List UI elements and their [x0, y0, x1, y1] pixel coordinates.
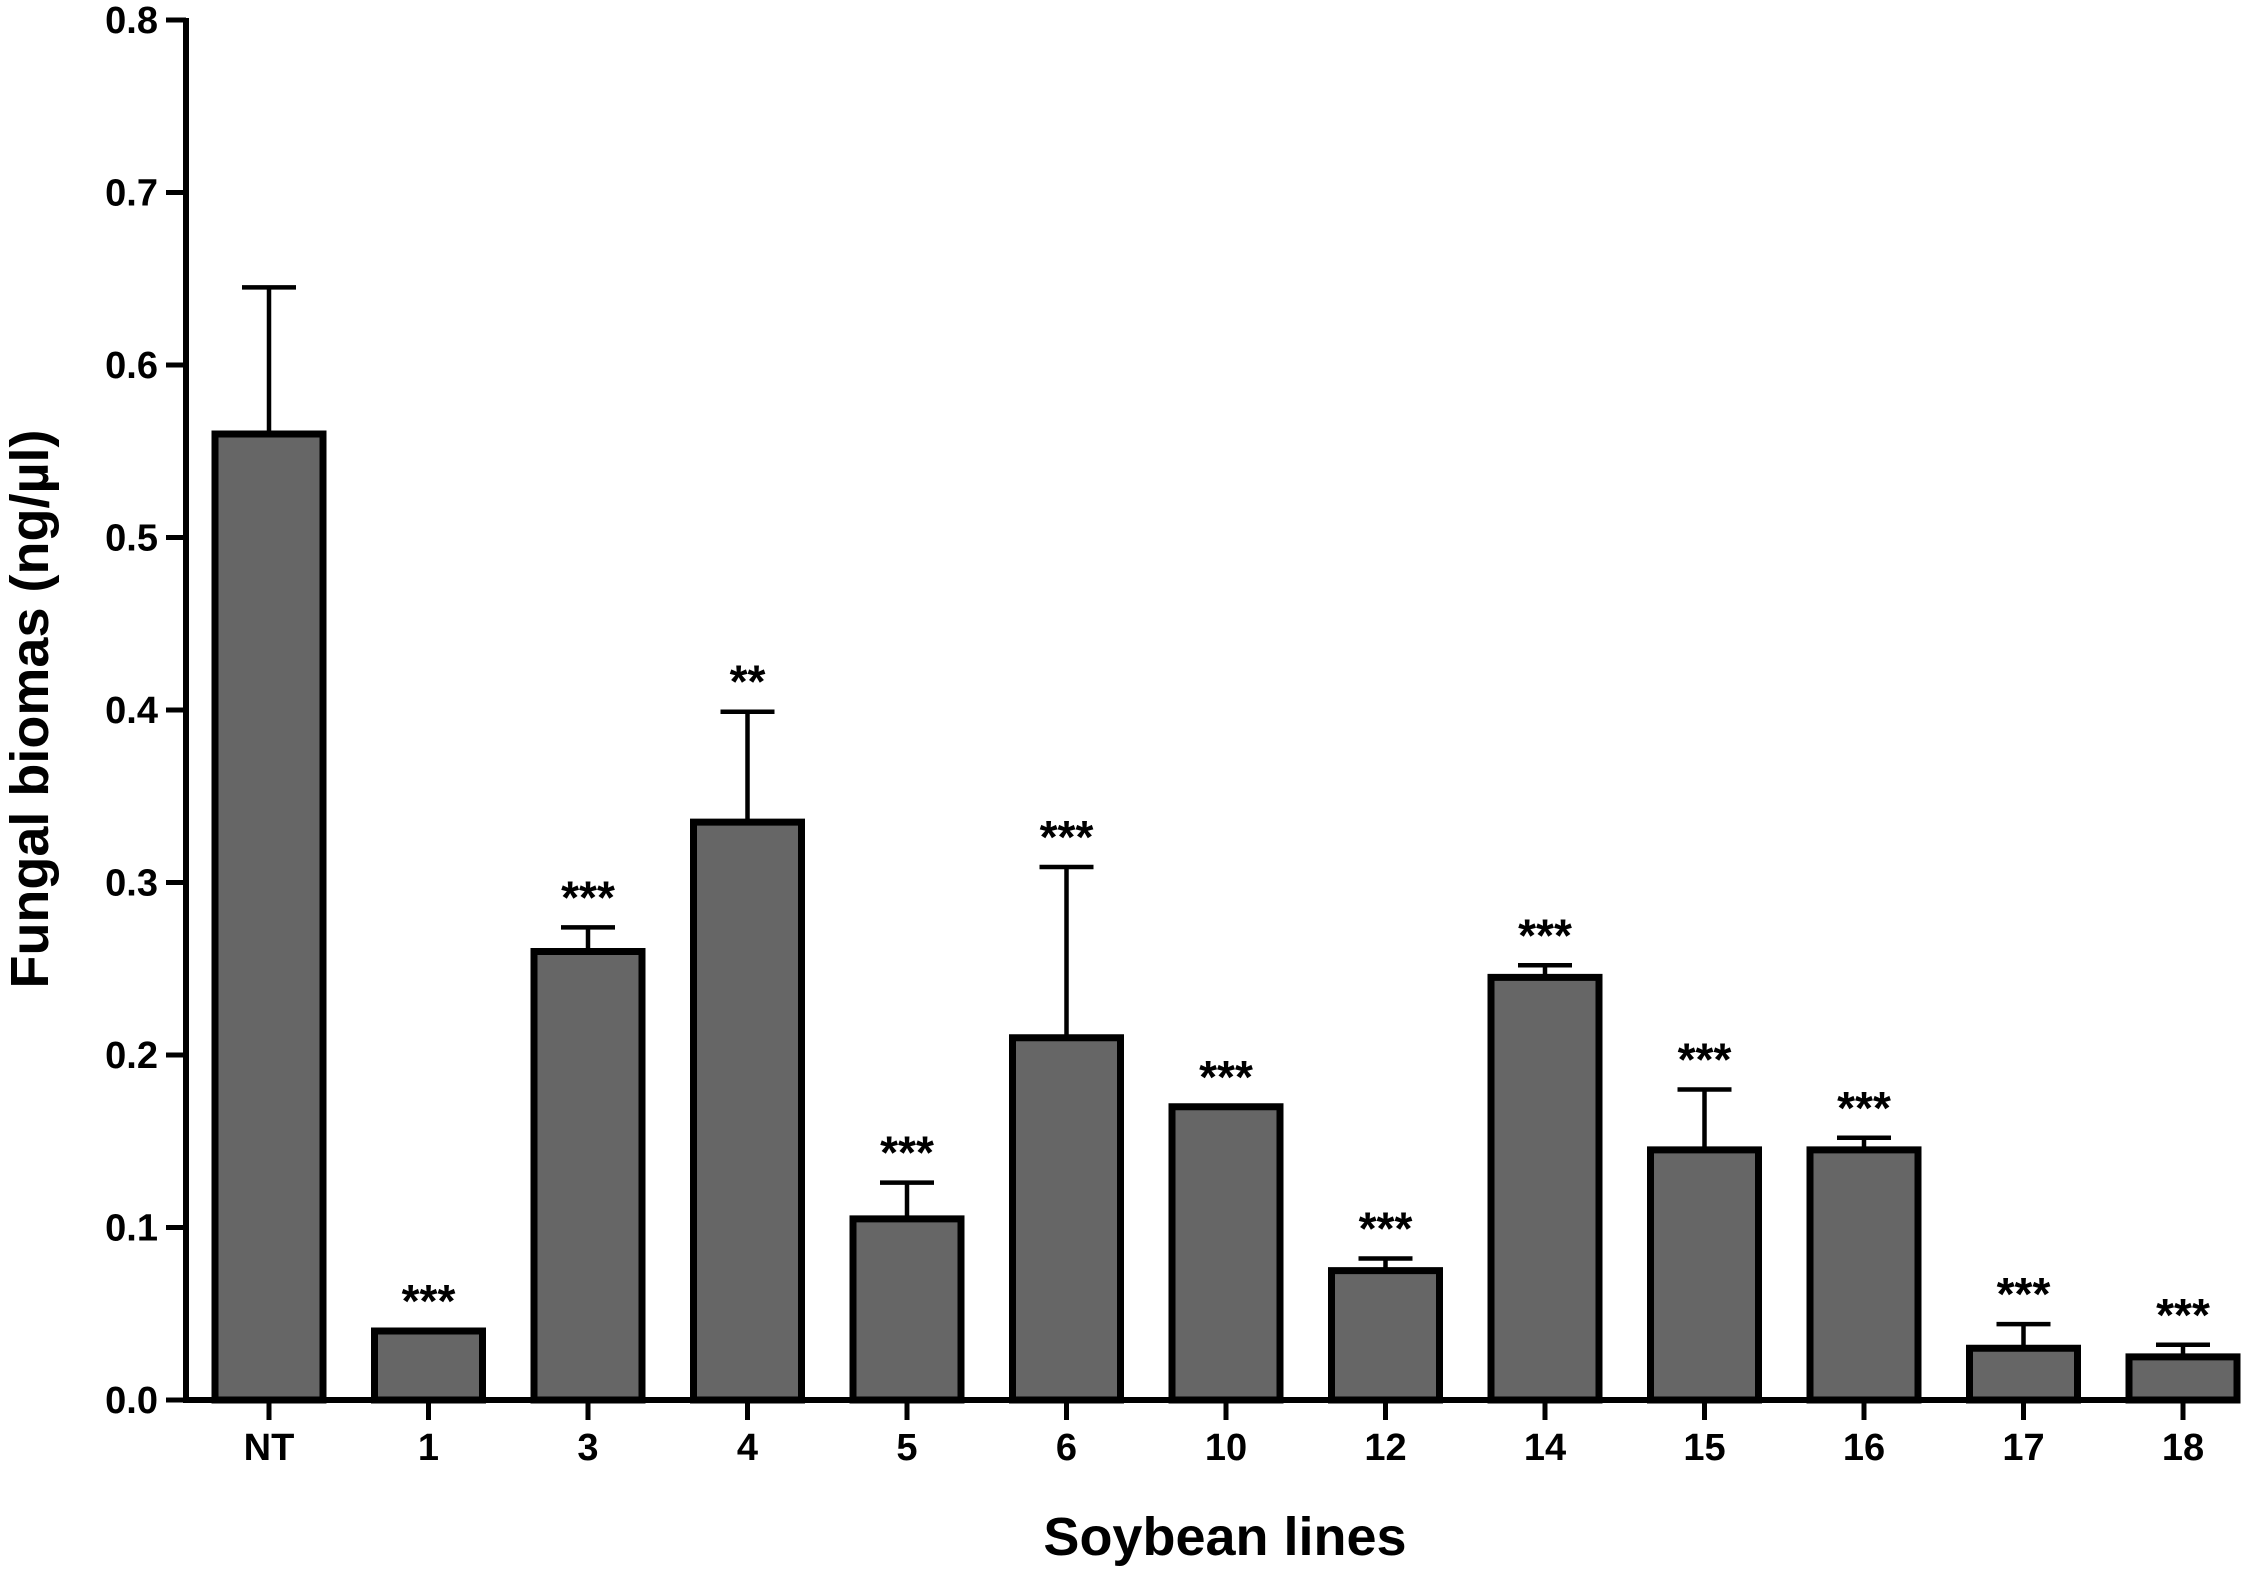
x-tick-label: 15: [1683, 1427, 1725, 1469]
significance-label: ***: [1040, 811, 1094, 863]
bar: [1009, 1034, 1124, 1404]
x-tick-label: NT: [244, 1427, 295, 1469]
y-axis-title: Fungal biomas (ng/µl): [0, 429, 60, 988]
bar: [1966, 1344, 2081, 1404]
x-tick-label: 16: [1843, 1427, 1885, 1469]
y-axis: 0.0 0.1 0.2 0.3 0.4 0.5 0.6 0.7 0.8: [105, 0, 189, 1422]
y-tick-label: 0.5: [105, 518, 158, 560]
significance-label: ***: [402, 1275, 456, 1327]
bar-group-6: ***: [1009, 811, 1124, 1404]
bar: [1806, 1146, 1922, 1404]
y-tick-label: 0.3: [105, 863, 158, 905]
bar: [211, 430, 327, 1404]
x-axis-title: Soybean lines: [1043, 1507, 1406, 1567]
bar: [1487, 973, 1603, 1404]
bar-group-16: ***: [1806, 1082, 1922, 1404]
y-tick-label: 0.8: [105, 0, 158, 42]
significance-label: ***: [1997, 1268, 2051, 1320]
bar-group-1: ***: [371, 1275, 486, 1404]
y-tick-label: 0.2: [105, 1035, 158, 1077]
bar-group-NT: [211, 285, 327, 1404]
x-tick-label: 17: [2002, 1427, 2044, 1469]
bar: [849, 1215, 965, 1404]
x-tick-label: 1: [418, 1427, 439, 1469]
bar: [1168, 1103, 1284, 1404]
bar: [1328, 1267, 1443, 1404]
bar: [1647, 1146, 1762, 1404]
x-tick-label: 10: [1205, 1427, 1247, 1469]
y-tick-label: 0.0: [105, 1380, 158, 1422]
significance-label: ***: [1837, 1082, 1891, 1134]
y-tick-label: 0.4: [105, 690, 158, 732]
x-tick-label: 3: [577, 1427, 598, 1469]
significance-label: ***: [1678, 1034, 1732, 1086]
bar-group-5: ***: [849, 1127, 965, 1404]
bar-group-17: ***: [1966, 1268, 2081, 1404]
bar: [371, 1327, 486, 1404]
x-tick-label: 4: [737, 1427, 758, 1469]
bar: [2125, 1353, 2241, 1404]
significance-label: **: [730, 656, 766, 708]
x-tick-label: 12: [1364, 1427, 1406, 1469]
bar-group-10: ***: [1168, 1051, 1284, 1404]
significance-label: ***: [561, 871, 615, 923]
bar-group-18: ***: [2125, 1289, 2241, 1404]
significance-label: ***: [880, 1127, 934, 1179]
x-axis: NT 1 3 4 5 6 10 12 14 15 16 17 18: [183, 1397, 2232, 1469]
x-tick-label: 5: [896, 1427, 917, 1469]
bars: ******************************** ***: [211, 285, 2241, 1404]
y-tick-label: 0.1: [105, 1208, 158, 1250]
bar-group-3: ***: [530, 871, 646, 1404]
bar-group-4: **: [690, 656, 805, 1404]
significance-label: ***: [1199, 1051, 1253, 1103]
significance-label: ***: [1359, 1203, 1413, 1255]
x-tick-label: 18: [2162, 1427, 2204, 1469]
bar: [530, 948, 646, 1404]
x-tick-label: 14: [1524, 1427, 1566, 1469]
y-tick-label: 0.7: [105, 173, 158, 215]
bar-group-12: ***: [1328, 1203, 1443, 1404]
y-tick-label: 0.6: [105, 345, 158, 387]
significance-label: ***: [2156, 1289, 2210, 1341]
x-tick-label: 6: [1056, 1427, 1077, 1469]
bar-group-14: ***: [1487, 909, 1603, 1404]
bar-group-15: ***: [1647, 1034, 1762, 1404]
bar: [690, 818, 805, 1404]
significance-label: ***: [1518, 909, 1572, 961]
